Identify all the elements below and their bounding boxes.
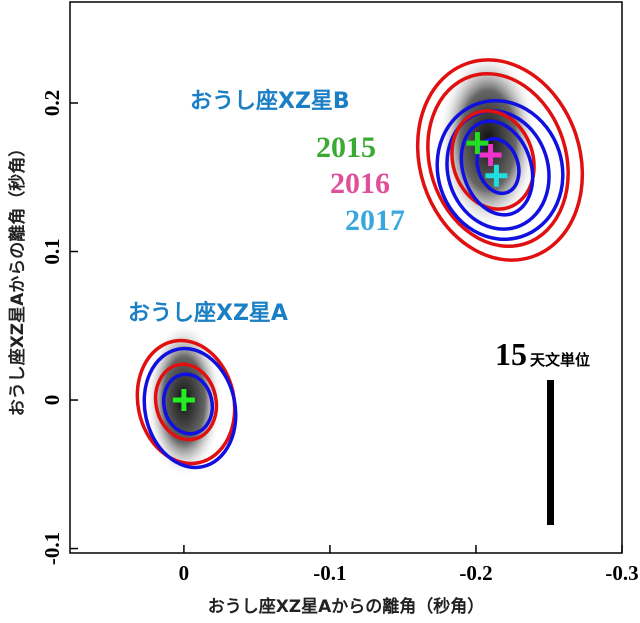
scale-number: 15 [495,336,527,372]
y-tick-label: 0 [40,395,64,406]
plot-frame [69,1,623,554]
point-marker [485,164,508,187]
annotation: おうし座XZ星B [190,88,350,114]
contours-b [415,50,585,262]
scale-unit: 天文単位 [530,351,590,369]
x-tick-label: 0 [179,561,190,585]
x-tick-label: -0.3 [605,561,638,585]
legend-label: おうし座XZ星A [128,300,288,326]
point-marker [466,132,489,155]
scale-bar [547,380,554,525]
legend-label: 2017 [345,204,405,237]
x-tick-label: -0.2 [459,561,492,585]
point-marker [172,389,195,412]
y-axis-label: おうし座XZ星Aからの離角（秒角） [7,140,28,417]
y-tick-label: -0.1 [40,532,64,565]
y-tick-label: 0.1 [40,238,64,264]
legend-label: 2015 [316,131,376,164]
point-marker [479,143,502,166]
x-axis-label: おうし座XZ星Aからの離角（秒角） [208,596,485,617]
legend-label: 2016 [330,167,390,200]
x-tick-label: -0.1 [313,561,346,585]
y-tick-label: 0.2 [40,90,64,116]
